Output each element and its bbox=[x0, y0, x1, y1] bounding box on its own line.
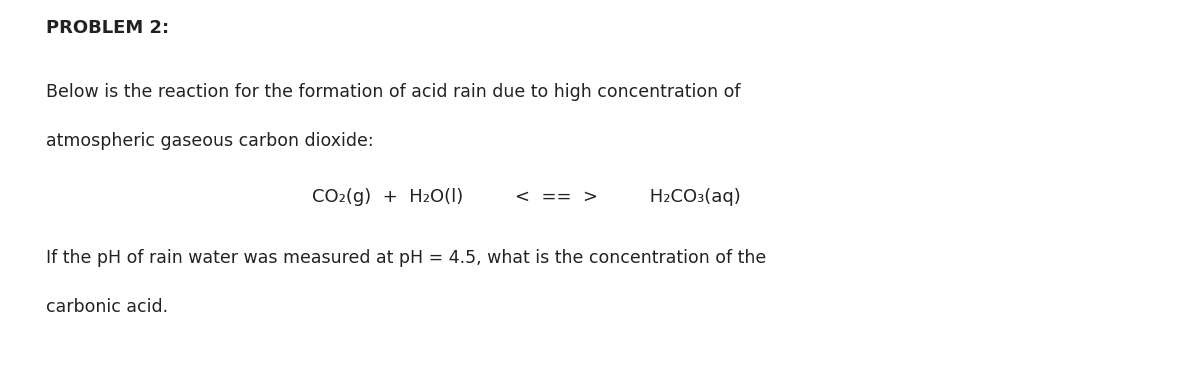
Text: atmospheric gaseous carbon dioxide:: atmospheric gaseous carbon dioxide: bbox=[46, 132, 373, 150]
Text: PROBLEM 2:: PROBLEM 2: bbox=[46, 19, 169, 37]
Text: Below is the reaction for the formation of acid rain due to high concentration o: Below is the reaction for the formation … bbox=[46, 83, 740, 101]
Text: If the pH of rain water was measured at pH = 4.5, what is the concentration of t: If the pH of rain water was measured at … bbox=[46, 249, 766, 267]
Text: CO₂(g)  +  H₂O(l)         <  ==  >         H₂CO₃(aq): CO₂(g) + H₂O(l) < == > H₂CO₃(aq) bbox=[312, 188, 740, 207]
Text: carbonic acid.: carbonic acid. bbox=[46, 298, 168, 316]
